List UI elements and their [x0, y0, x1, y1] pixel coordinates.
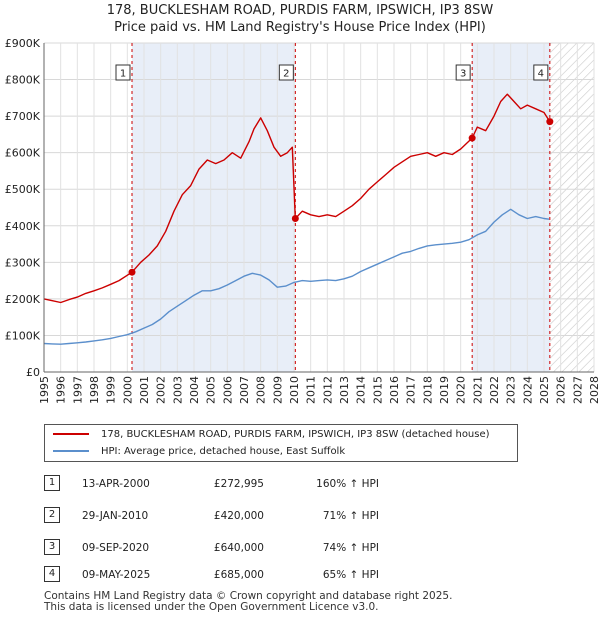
y-tick-label: £400K [5, 220, 41, 233]
transaction-hpi: 74% ↑ HPI [322, 542, 379, 554]
transaction-date: 13-APR-2000 [82, 478, 150, 490]
x-tick-label: 2024 [521, 376, 534, 404]
footer-copyright: Contains HM Land Registry data © Crown c… [44, 590, 453, 602]
transaction-price: £272,995 [213, 478, 264, 490]
transaction-number: 3 [44, 539, 60, 555]
x-tick-label: 2018 [421, 376, 434, 404]
x-tick-label: 2013 [338, 376, 351, 404]
x-tick-label: 2011 [305, 376, 318, 404]
legend-swatch-hpi [53, 450, 89, 452]
x-tick-label: 2016 [388, 376, 401, 404]
footer-licence: This data is licensed under the Open Gov… [44, 601, 379, 613]
transaction-date: 29-JAN-2010 [82, 510, 149, 522]
x-tick-label: 2019 [438, 376, 451, 404]
sale-label-box [455, 64, 471, 81]
sale-label-box [533, 64, 549, 81]
transaction-hpi: 160% ↑ HPI [316, 478, 379, 490]
x-tick-label: 2008 [255, 376, 268, 404]
sale-label-number: 3 [460, 69, 466, 80]
chart-subtitle: Price paid vs. HM Land Registry's House … [114, 20, 486, 35]
x-tick-label: 2015 [371, 376, 384, 404]
x-tick-label: 2010 [288, 376, 301, 404]
x-tick-label: 2023 [505, 376, 518, 404]
sale-label-number: 1 [120, 69, 126, 80]
x-tick-label: 2017 [405, 376, 418, 404]
legend-item-hpi: HPI: Average price, detached house, East… [53, 444, 345, 460]
forecast-hatch-area [549, 43, 594, 372]
y-tick-label: £300K [5, 256, 41, 269]
transaction-price: £640,000 [213, 542, 264, 554]
x-tick-label: 2000 [121, 376, 134, 404]
y-tick-label: £700K [5, 110, 41, 123]
table-row: 3 09-SEP-2020 £640,000 74% ↑ HPI [44, 538, 424, 558]
x-tick-label: 2014 [355, 376, 368, 404]
x-tick-label: 2020 [455, 376, 468, 404]
sale-label-box [278, 64, 294, 81]
x-tick-label: 2002 [155, 376, 168, 404]
y-tick-label: £800K [5, 74, 41, 87]
chart-title: 178, BUCKLESHAM ROAD, PURDIS FARM, IPSWI… [106, 3, 494, 18]
x-tick-label: 1996 [55, 376, 68, 404]
sale-point [546, 118, 554, 126]
legend-swatch-property [53, 433, 89, 435]
x-tick-label: 2012 [321, 376, 334, 404]
transaction-hpi: 71% ↑ HPI [322, 510, 379, 522]
transaction-hpi: 65% ↑ HPI [322, 569, 379, 581]
x-tick-label: 1999 [105, 376, 118, 404]
legend-item-property: 178, BUCKLESHAM ROAD, PURDIS FARM, IPSWI… [53, 427, 490, 443]
x-tick-label: 1995 [38, 376, 51, 404]
x-tick-label: 2001 [138, 376, 151, 404]
sale-point [291, 214, 299, 222]
transaction-date: 09-SEP-2020 [82, 542, 150, 554]
table-row: 4 09-MAY-2025 £685,000 65% ↑ HPI [44, 565, 424, 585]
y-tick-label: £0 [26, 366, 40, 379]
x-tick-label: 2006 [221, 376, 234, 404]
x-tick-label: 2004 [188, 376, 201, 404]
x-tick-label: 2009 [271, 376, 284, 404]
y-tick-label: £500K [5, 183, 41, 196]
table-row: 1 13-APR-2000 £272,995 160% ↑ HPI [44, 474, 424, 494]
transaction-number: 1 [44, 475, 60, 491]
x-tick-label: 2025 [538, 376, 551, 404]
x-tick-label: 2026 [555, 376, 568, 404]
transaction-price: £685,000 [213, 569, 264, 581]
sale-point [468, 134, 476, 142]
y-tick-label: £100K [5, 329, 41, 342]
legend-label-hpi: HPI: Average price, detached house, East… [101, 446, 346, 457]
hpi-line [43, 208, 550, 345]
x-tick-label: 2021 [471, 376, 484, 404]
y-tick-label: £600K [5, 147, 41, 160]
transaction-price: £420,000 [213, 510, 264, 522]
y-tick-label: £200K [5, 293, 41, 306]
transaction-date: 09-MAY-2025 [82, 569, 151, 581]
legend: 178, BUCKLESHAM ROAD, PURDIS FARM, IPSWI… [44, 424, 518, 462]
sale-point [128, 268, 136, 276]
legend-label-property: 178, BUCKLESHAM ROAD, PURDIS FARM, IPSWI… [101, 429, 490, 440]
x-tick-label: 2003 [171, 376, 184, 404]
transaction-number: 2 [44, 507, 60, 523]
x-tick-label: 2007 [238, 376, 251, 404]
x-tick-label: 2022 [488, 376, 501, 404]
ownership-period-shade [132, 43, 296, 372]
x-tick-label: 1997 [71, 376, 84, 404]
sale-label-box [115, 64, 131, 81]
x-tick-label: 2028 [588, 376, 600, 404]
sale-label-number: 4 [538, 69, 544, 80]
x-tick-label: 1998 [88, 376, 101, 404]
x-tick-label: 2027 [571, 376, 584, 404]
price-chart: 1 2 3 4 £0 £100K £200K £300K £400K £500K £600K £70… [5, 37, 600, 404]
y-tick-label: £900K [5, 37, 41, 50]
transaction-number: 4 [44, 566, 60, 582]
x-tick-label: 2005 [205, 376, 218, 404]
table-row: 2 29-JAN-2010 £420,000 71% ↑ HPI [44, 506, 424, 526]
sale-label-number: 2 [283, 69, 289, 80]
